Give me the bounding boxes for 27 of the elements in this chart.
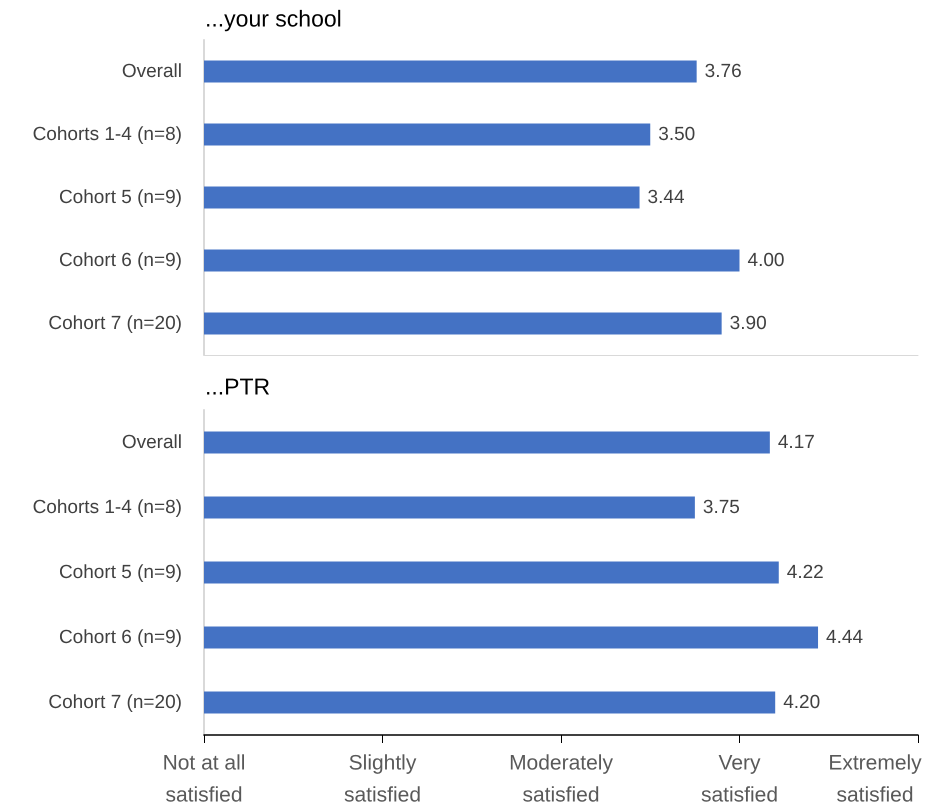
chart-title: ...PTR (205, 374, 270, 400)
y-tick-label: Overall (122, 432, 182, 453)
data-label: 4.00 (748, 250, 784, 271)
text: Not at all satisfied (162, 752, 246, 806)
data-label: 3.75 (702, 497, 740, 518)
chart-title: ...your school (205, 6, 342, 32)
y-tick-label: Cohort 7 (n=20) (48, 692, 182, 713)
data-label: 3.90 (730, 313, 767, 334)
data-label: 3.44 (648, 187, 685, 208)
data-label: 4.44 (826, 627, 864, 648)
y-tick-label: Overall (122, 61, 182, 82)
text: Slightly satisfied (344, 752, 422, 806)
text: Moderately satisfied (509, 752, 614, 806)
y-tick-label: Cohort 5 (n=9) (58, 562, 182, 583)
y-tick-label: Cohort 5 (n=9) (58, 187, 182, 208)
data-label: 3.76 (704, 61, 742, 82)
text: Very satisfied (700, 752, 778, 806)
data-label: 4.17 (778, 432, 815, 453)
y-tick-label: Cohort 6 (n=9) (58, 250, 182, 271)
data-label: 3.50 (658, 124, 696, 145)
text: Extremely satisfied (828, 752, 922, 806)
y-tick-label: Cohorts 1-4 (n=8) (32, 497, 182, 518)
y-tick-label: Cohorts 1-4 (n=8) (32, 124, 182, 145)
y-tick-label: Cohort 7 (n=20) (48, 313, 182, 334)
y-tick-label: Cohort 6 (n=9) (58, 627, 182, 648)
data-label: 4.22 (786, 562, 824, 583)
data-label: 4.20 (783, 692, 820, 713)
